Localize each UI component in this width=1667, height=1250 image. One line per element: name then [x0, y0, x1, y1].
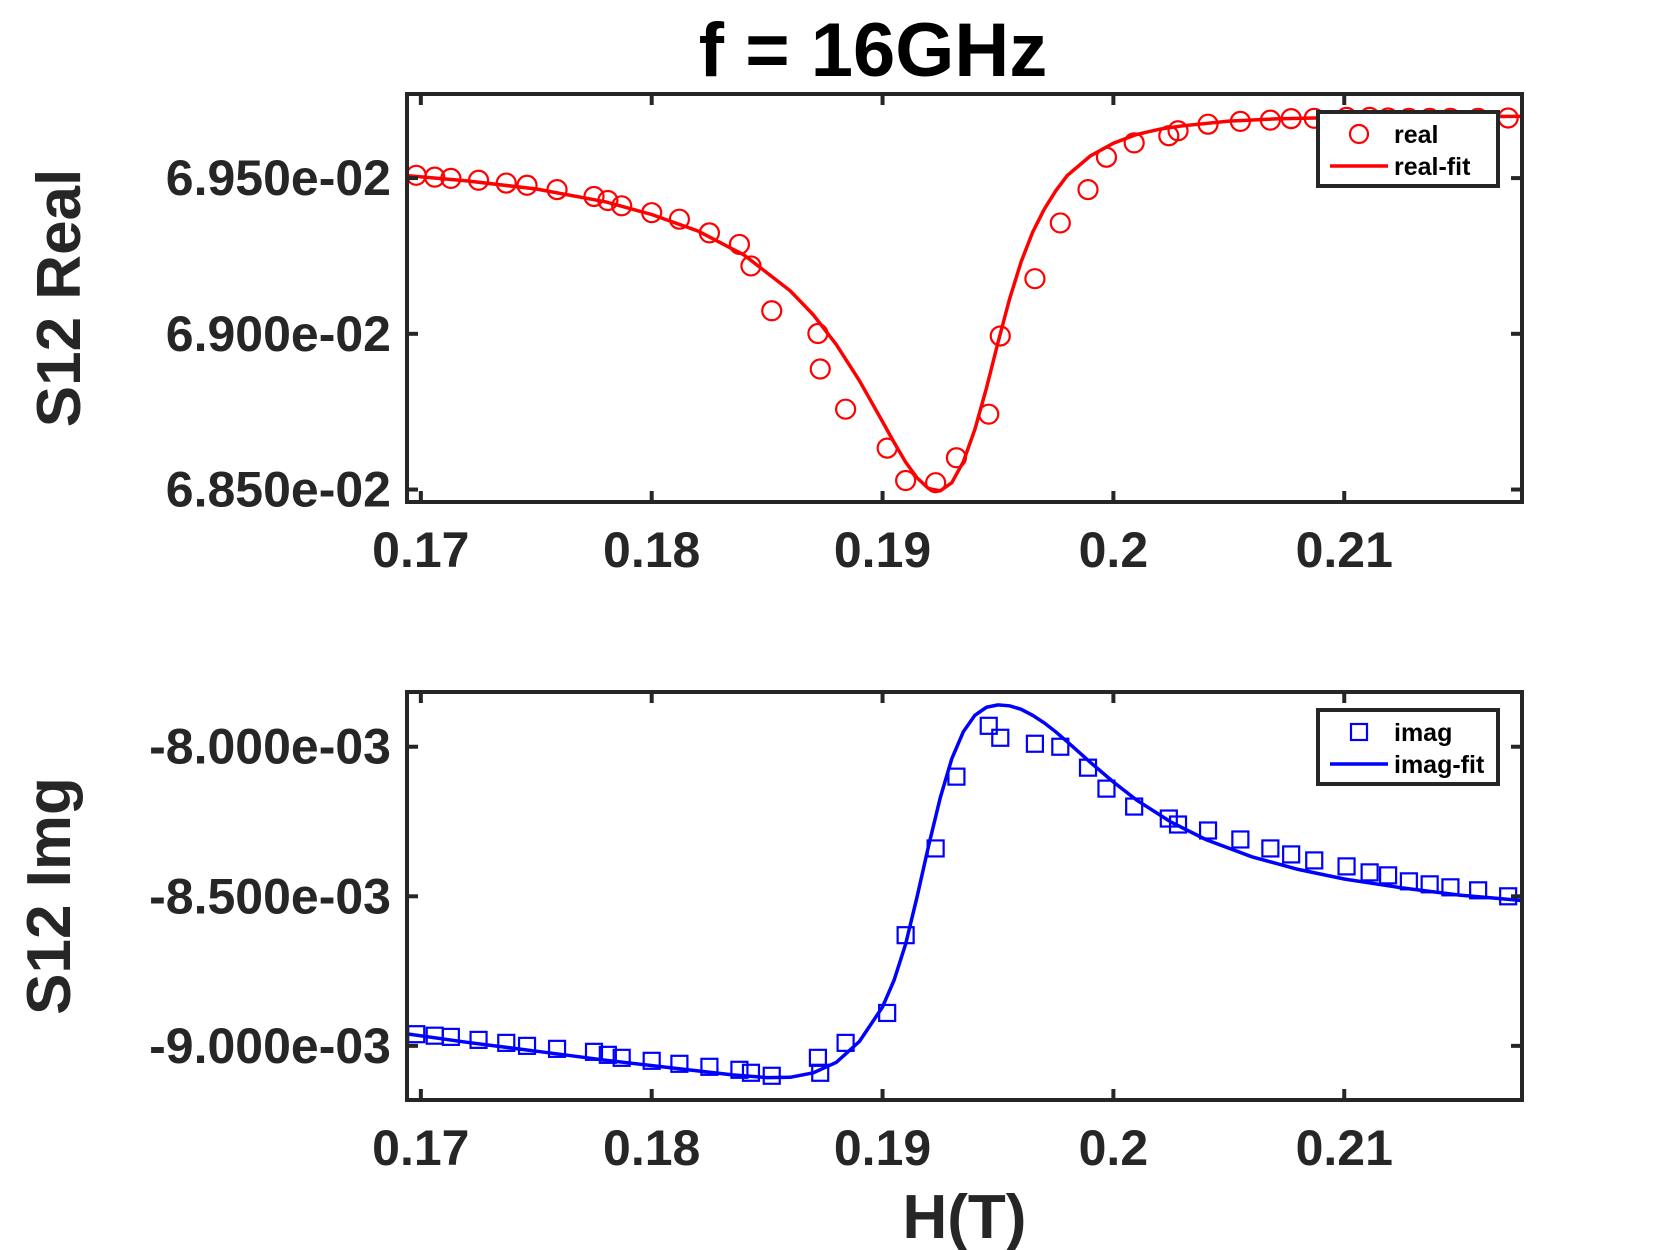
data-point-imag — [1379, 866, 1398, 885]
data-point-real — [1077, 179, 1099, 201]
legend-label: imag — [1394, 719, 1452, 747]
data-point-imag — [547, 1039, 567, 1058]
data-point-imag — [1097, 779, 1116, 798]
x-tick-label: 0.2 — [1079, 522, 1149, 578]
y-tick-label: -8.000e-03 — [149, 719, 391, 775]
data-point-real — [989, 325, 1011, 347]
x-tick-label: 0.19 — [834, 1120, 931, 1176]
legend-box — [1316, 708, 1500, 786]
legend-square-icon — [1349, 722, 1369, 742]
legend-label: real — [1394, 121, 1438, 149]
data-point-imag — [1360, 863, 1379, 882]
x-tick-label: 0.18 — [603, 522, 700, 578]
data-point-imag — [517, 1036, 537, 1055]
axes-box — [405, 92, 1524, 504]
legend-label: imag-fit — [1394, 751, 1485, 779]
fit-line-imag-fit — [407, 703, 1522, 1080]
x-tick-label: 0.19 — [834, 522, 931, 578]
data-point-imag — [642, 1051, 661, 1070]
x-tick-label: 0.17 — [372, 522, 469, 578]
data-point-real — [583, 185, 605, 208]
data-point-imag — [1025, 734, 1045, 753]
y-tick-label: 6.900e-02 — [166, 306, 391, 362]
y-axis-label: S12 Real — [25, 169, 94, 428]
figure-title: f = 16GHz — [699, 8, 1047, 93]
data-point-real — [895, 469, 917, 492]
data-point-real — [1049, 212, 1071, 234]
y-tick-label: 6.850e-02 — [166, 462, 391, 518]
data-point-real — [761, 300, 783, 322]
data-point-imag — [1051, 737, 1070, 756]
plot-area — [407, 703, 1522, 1085]
y-tick-label: 6.950e-02 — [166, 150, 391, 206]
data-point-imag — [598, 1045, 617, 1064]
data-point-imag — [991, 728, 1010, 747]
data-point-real — [835, 398, 857, 420]
data-point-imag — [1231, 830, 1250, 849]
data-point-real — [925, 472, 947, 494]
data-point-real — [1167, 120, 1189, 142]
x-axis-label: H(T) — [903, 1183, 1027, 1250]
x-tick-label: 0.17 — [372, 1120, 469, 1176]
data-point-imag — [1198, 821, 1218, 840]
data-point-imag — [730, 1060, 749, 1079]
data-point-imag — [947, 767, 966, 786]
data-point-imag — [700, 1057, 719, 1076]
data-point-imag — [1159, 809, 1178, 828]
data-point-imag — [836, 1033, 855, 1052]
data-point-imag — [497, 1033, 516, 1052]
legend-circle-icon — [1348, 123, 1370, 145]
data-point-imag — [612, 1048, 631, 1067]
data-point-real — [1123, 132, 1145, 154]
data-point-imag — [1337, 857, 1356, 876]
data-point-imag — [1282, 845, 1301, 864]
y-axis-label: S12 Img — [15, 777, 84, 1015]
imag-panel: 0.17 0.18 0.19 0.2 0.21 -9.000e-03 -8.500e-03 -… — [15, 690, 1524, 1250]
x-tick-label: 0.21 — [1296, 522, 1393, 578]
y-tick-label: -8.500e-03 — [149, 868, 391, 924]
data-point-real — [1024, 268, 1046, 290]
data-point-real — [611, 195, 633, 217]
data-point-imag — [670, 1054, 689, 1073]
data-point-imag — [979, 716, 998, 735]
y-tick-label: -9.000e-03 — [149, 1018, 391, 1074]
legend-box — [1316, 110, 1500, 188]
real-panel: 0.17 0.18 0.19 0.2 0.21 6.850e-02 6.900e-02 6.9… — [25, 92, 1524, 578]
data-point-imag — [808, 1048, 828, 1067]
data-point-real — [516, 174, 538, 196]
legend: real real-fit — [1316, 110, 1500, 188]
data-point-imag — [441, 1027, 460, 1046]
data-point-imag — [1261, 839, 1280, 858]
data-point-imag — [1168, 815, 1188, 834]
x-tick-label: 0.18 — [603, 1120, 700, 1176]
legend: imag imag-fit — [1316, 708, 1500, 786]
plot-area — [407, 106, 1522, 494]
data-point-real — [809, 358, 831, 380]
data-point-imag — [741, 1063, 761, 1082]
x-tick-label: 0.2 — [1079, 1120, 1149, 1176]
data-point-imag — [1305, 851, 1324, 870]
fit-line-real-fit — [407, 114, 1522, 493]
data-point-imag — [469, 1030, 488, 1049]
data-point-real — [546, 179, 568, 201]
x-tick-label: 0.21 — [1296, 1120, 1393, 1176]
legend-label: real-fit — [1394, 153, 1471, 181]
